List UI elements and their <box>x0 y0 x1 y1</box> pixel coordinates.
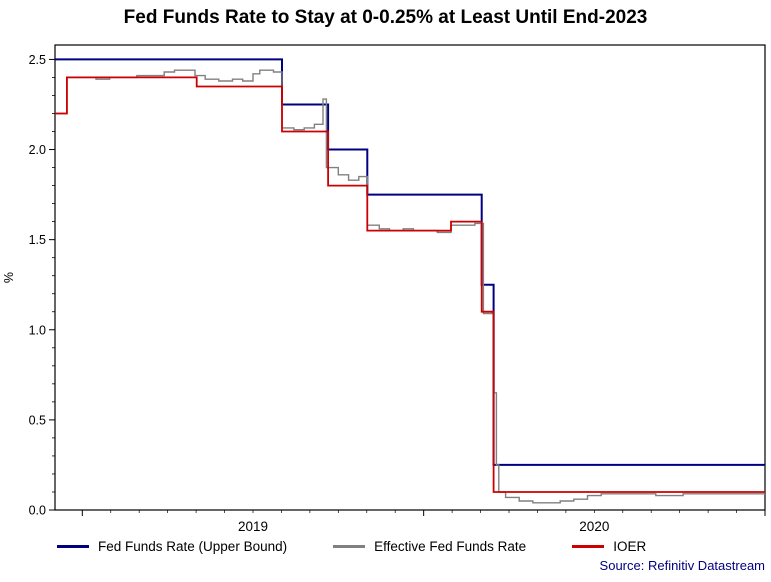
y-tick-label: 0.5 <box>29 413 46 427</box>
series-line-2 <box>55 76 765 493</box>
chart-title: Fed Funds Rate to Stay at 0-0.25% at Lea… <box>123 7 648 28</box>
legend-swatch-effective-fed-funds-rate <box>333 545 366 548</box>
y-tick-label: 1.5 <box>29 233 46 247</box>
legend-item-effective-fed-funds-rate: Effective Fed Funds Rate <box>333 539 526 554</box>
plot-frame <box>54 44 766 511</box>
series-line-1 <box>55 69 765 504</box>
y-tick-label: 0.0 <box>29 504 46 518</box>
legend-item-fed-funds-upper-bound: Fed Funds Rate (Upper Bound) <box>57 539 287 554</box>
source-attribution: Source: Refinitiv Datastream <box>599 558 765 573</box>
x-tick-label: 2019 <box>238 519 268 534</box>
x-tick-label: 2020 <box>579 519 609 534</box>
y-axis-label: % <box>2 272 16 283</box>
y-tick-label: 2.0 <box>29 143 46 157</box>
chart-plot-area: 0.0 0.5 1.0 1.5 2.0 2.5 2019 2020% <box>2 44 766 534</box>
y-tick-label: 2.5 <box>29 53 46 67</box>
legend-label-effective-fed-funds-rate: Effective Fed Funds Rate <box>374 539 527 554</box>
chart-legend: Fed Funds Rate (Upper Bound) Effective F… <box>57 539 646 554</box>
legend-swatch-ioer <box>572 545 605 548</box>
series-line-0 <box>55 58 765 466</box>
legend-label-ioer: IOER <box>613 539 647 554</box>
y-tick-label: 1.0 <box>29 323 46 337</box>
legend-swatch-fed-funds-upper-bound <box>57 545 89 548</box>
legend-item-ioer: IOER <box>572 539 646 554</box>
legend-label-fed-funds-upper-bound: Fed Funds Rate (Upper Bound) <box>98 539 288 554</box>
